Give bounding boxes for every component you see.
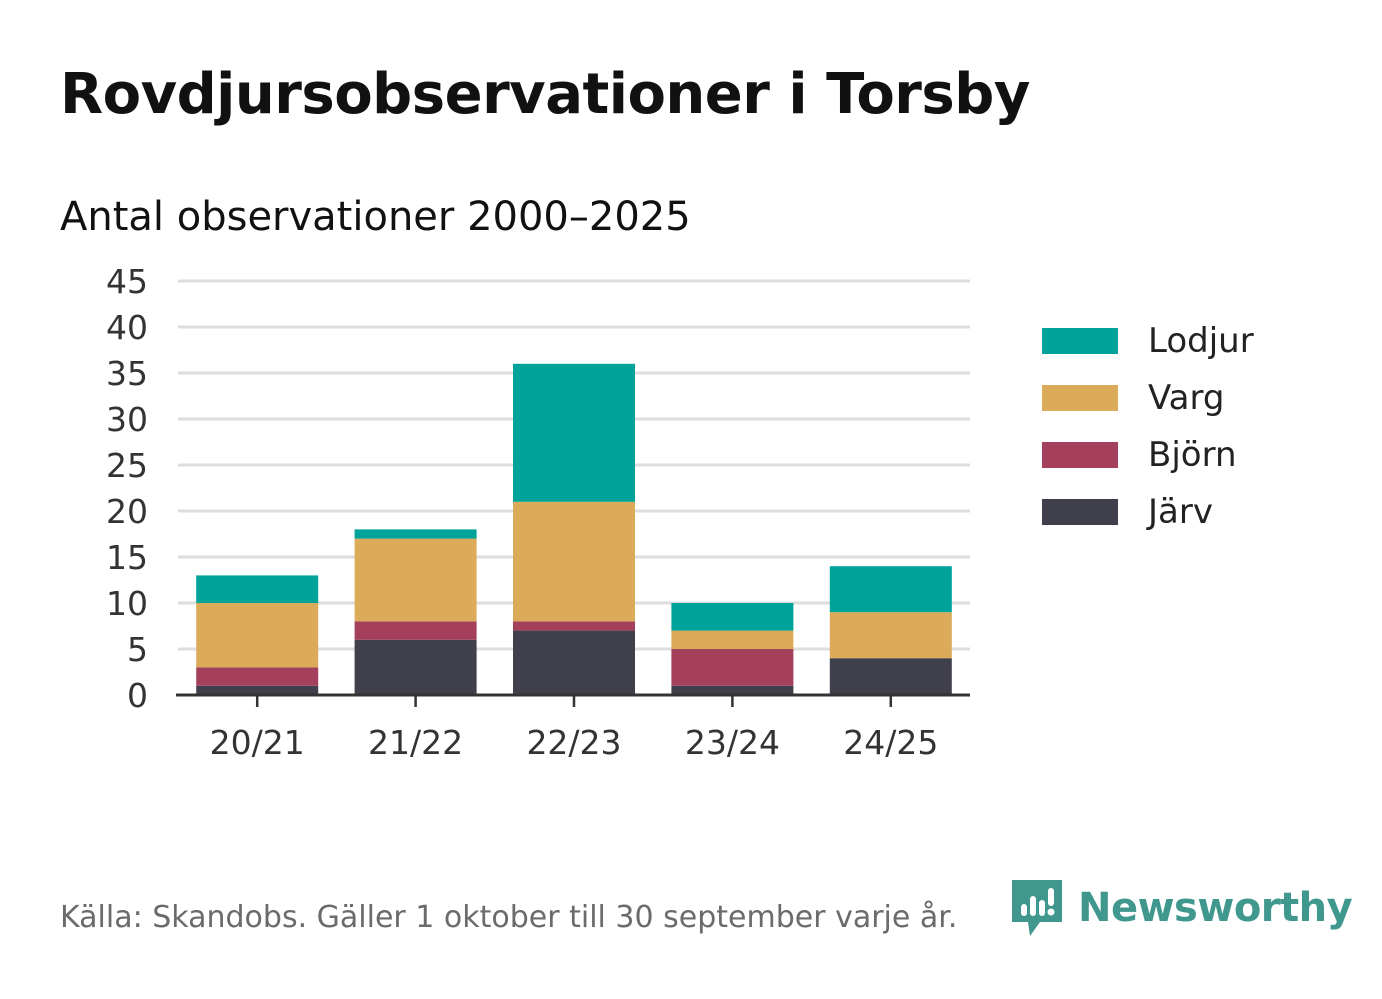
- chart-title: Rovdjursobservationer i Torsby: [60, 62, 1030, 127]
- x-tick-label: 23/24: [685, 723, 780, 762]
- bar-björn-21-22: [354, 621, 477, 640]
- y-tick-label: 10: [106, 584, 148, 623]
- legend-swatch: [1042, 384, 1118, 411]
- y-tick-label: 25: [106, 446, 148, 485]
- y-tick-label: 35: [106, 354, 148, 393]
- legend-label: Lodjur: [1148, 320, 1254, 361]
- brand-name: Newsworthy: [1078, 885, 1353, 931]
- y-tick-label: 5: [127, 630, 148, 669]
- y-tick-label: 15: [106, 538, 148, 577]
- bar-varg-23-24: [671, 630, 794, 649]
- bar-varg-24-25: [829, 612, 952, 659]
- y-tick-label: 45: [106, 262, 148, 301]
- bar-järv-20-21: [196, 685, 319, 695]
- bar-lodjur-24-25: [829, 566, 952, 613]
- x-tick-label: 22/23: [526, 723, 621, 762]
- bar-järv-22-23: [513, 630, 635, 695]
- bar-björn-20-21: [196, 667, 319, 686]
- bar-lodjur-21-22: [354, 529, 477, 539]
- legend-swatch: [1042, 498, 1118, 525]
- bar-järv-23-24: [671, 685, 794, 695]
- legend-item-björn: Björn: [1042, 426, 1254, 483]
- x-tick-label: 20/21: [210, 723, 305, 762]
- legend-label: Björn: [1148, 434, 1237, 475]
- x-tick-label: 24/25: [843, 723, 938, 762]
- legend-swatch: [1042, 441, 1118, 468]
- chart-subtitle: Antal observationer 2000–2025: [60, 194, 691, 240]
- bar-lodjur-20-21: [196, 575, 319, 603]
- legend-label: Järv: [1148, 491, 1213, 532]
- x-tick-label: 21/22: [368, 723, 463, 762]
- bar-varg-22-23: [513, 501, 635, 622]
- y-tick-label: 0: [127, 676, 148, 715]
- bar-varg-21-22: [354, 538, 477, 622]
- legend-item-järv: Järv: [1042, 483, 1254, 540]
- stacked-bar-chart: 0 5 10 15 20 25 30 35 40 45 20/21 21/22 22/23 23/24 24…: [106, 262, 970, 762]
- newsworthy-logo-icon: [1012, 880, 1062, 936]
- bar-järv-21-22: [354, 639, 477, 695]
- chart-legend: Lodjur Varg Björn Järv: [1042, 312, 1254, 540]
- legend-item-varg: Varg: [1042, 369, 1254, 426]
- legend-item-lodjur: Lodjur: [1042, 312, 1254, 369]
- legend-swatch: [1042, 327, 1118, 354]
- y-tick-label: 40: [106, 308, 148, 347]
- y-tick-label: 30: [106, 400, 148, 439]
- newsworthy-brand: Newsworthy: [1010, 878, 1353, 938]
- bar-varg-20-21: [196, 603, 319, 668]
- bar-lodjur-23-24: [671, 603, 794, 631]
- y-tick-label: 20: [106, 492, 148, 531]
- source-note: Källa: Skandobs. Gäller 1 oktober till 3…: [60, 900, 958, 935]
- bar-björn-23-24: [671, 649, 794, 686]
- bar-björn-22-23: [513, 621, 635, 631]
- bar-järv-24-25: [829, 658, 952, 695]
- legend-label: Varg: [1148, 377, 1225, 418]
- bar-lodjur-22-23: [513, 363, 635, 502]
